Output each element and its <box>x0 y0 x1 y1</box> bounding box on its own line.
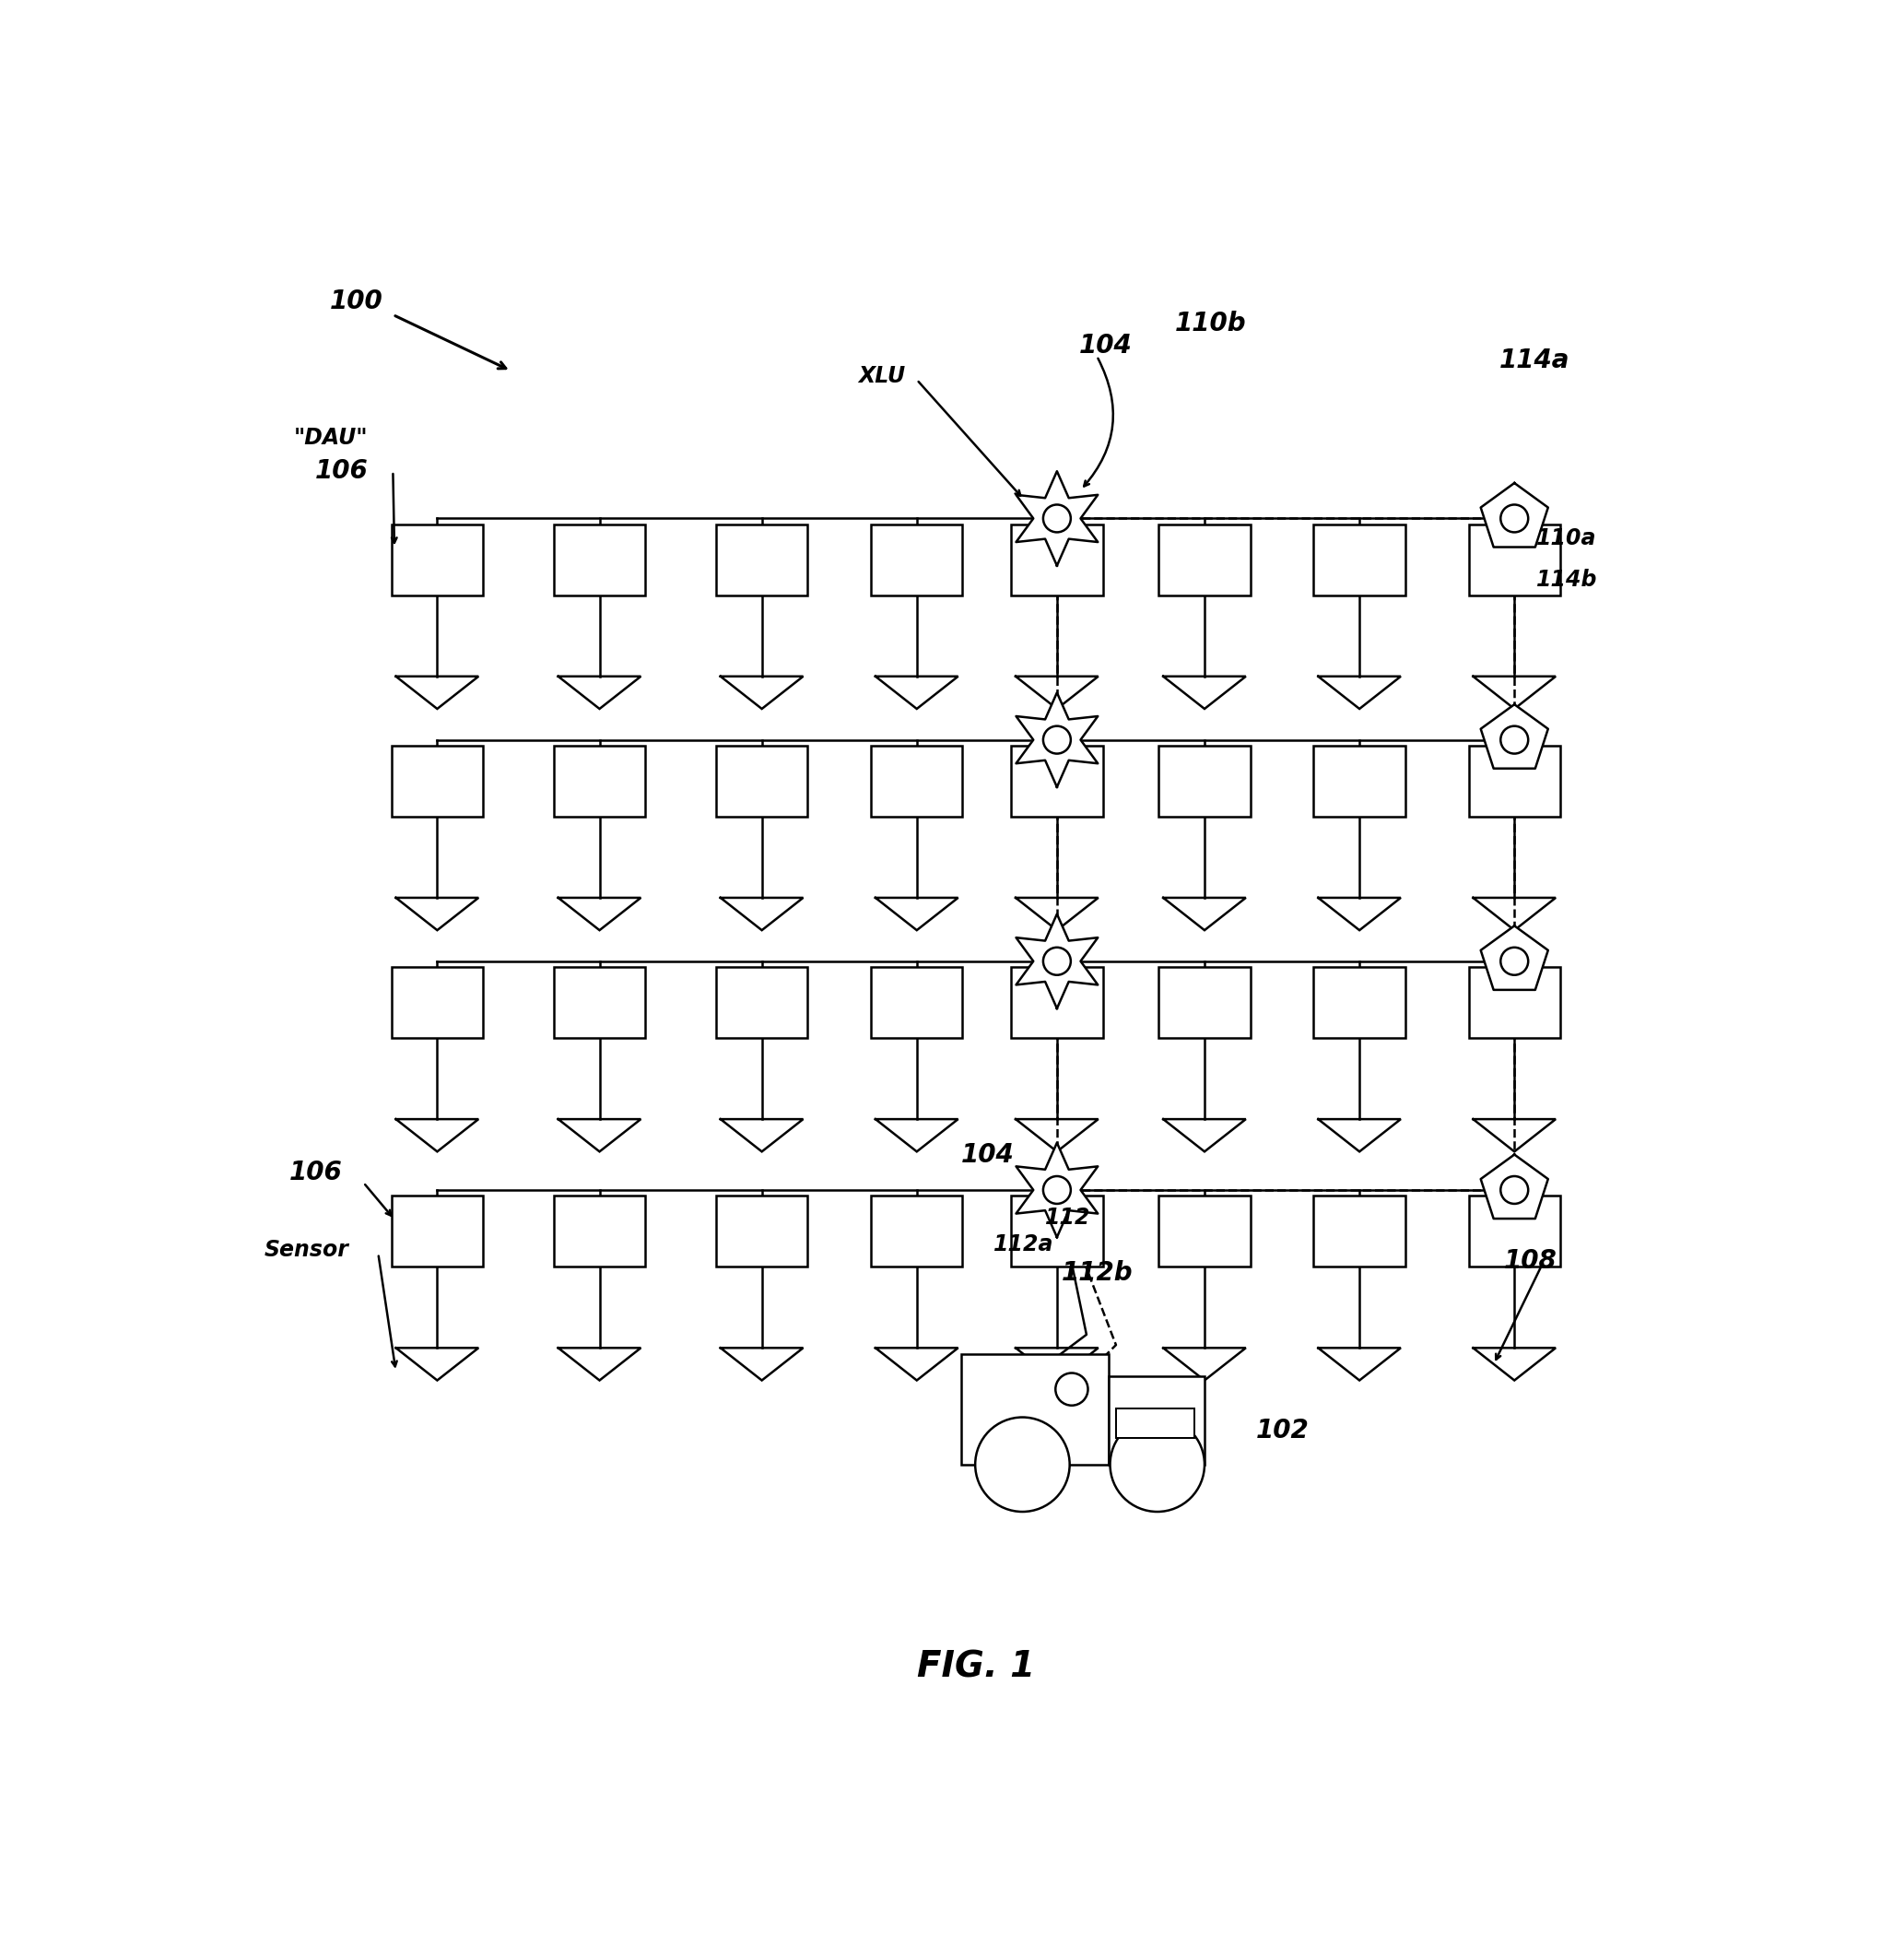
Bar <box>1314 524 1405 595</box>
Bar <box>1468 745 1559 816</box>
Circle shape <box>1043 726 1070 753</box>
Circle shape <box>1500 947 1529 974</box>
Text: 110b: 110b <box>1175 311 1247 336</box>
Bar <box>392 524 484 595</box>
Bar <box>554 745 645 816</box>
Bar <box>392 966 484 1039</box>
Bar <box>962 1354 1108 1465</box>
Text: 108: 108 <box>1504 1248 1557 1273</box>
Circle shape <box>1500 726 1529 753</box>
Bar <box>716 966 807 1039</box>
Polygon shape <box>1481 925 1548 990</box>
Bar <box>1160 524 1251 595</box>
Bar <box>870 1195 963 1267</box>
Text: 100: 100 <box>329 289 383 315</box>
Bar <box>1468 966 1559 1039</box>
Bar <box>1108 1375 1205 1465</box>
Circle shape <box>1043 1176 1070 1203</box>
Text: 104: 104 <box>1080 333 1133 358</box>
Circle shape <box>975 1418 1070 1512</box>
Polygon shape <box>1017 1142 1099 1238</box>
Bar <box>870 966 963 1039</box>
Polygon shape <box>1017 692 1099 786</box>
Circle shape <box>1500 505 1529 532</box>
Bar <box>1314 966 1405 1039</box>
Bar <box>1314 1195 1405 1267</box>
Text: "DAU": "DAU" <box>293 426 367 450</box>
Bar <box>554 524 645 595</box>
Polygon shape <box>1481 483 1548 548</box>
Polygon shape <box>1481 704 1548 769</box>
Bar <box>870 524 963 595</box>
Text: Sensor: Sensor <box>265 1238 348 1262</box>
Text: 112a: 112a <box>994 1232 1055 1256</box>
Circle shape <box>1043 505 1070 532</box>
Bar <box>716 745 807 816</box>
Text: 102: 102 <box>1257 1418 1310 1444</box>
Bar <box>1160 966 1251 1039</box>
Bar <box>870 745 963 816</box>
Bar <box>1011 1195 1102 1267</box>
Text: 106: 106 <box>314 458 367 485</box>
Bar <box>1468 1195 1559 1267</box>
Bar <box>716 1195 807 1267</box>
Bar <box>554 1195 645 1267</box>
Text: FIG. 1: FIG. 1 <box>916 1649 1036 1684</box>
Bar <box>1116 1408 1194 1438</box>
Bar <box>1160 745 1251 816</box>
Bar <box>1314 745 1405 816</box>
Polygon shape <box>1017 913 1099 1009</box>
Bar <box>554 966 645 1039</box>
Bar <box>1011 745 1102 816</box>
Text: 110a: 110a <box>1537 528 1597 550</box>
Bar <box>392 745 484 816</box>
Circle shape <box>1055 1373 1087 1406</box>
Bar <box>1160 1195 1251 1267</box>
Circle shape <box>1500 1176 1529 1203</box>
Text: 112b: 112b <box>1061 1260 1133 1285</box>
Text: 104: 104 <box>962 1142 1015 1168</box>
Bar <box>1468 524 1559 595</box>
Polygon shape <box>1481 1154 1548 1219</box>
Text: 112: 112 <box>1045 1207 1091 1228</box>
Circle shape <box>1110 1418 1205 1512</box>
Text: 114b: 114b <box>1537 569 1597 591</box>
Bar <box>716 524 807 595</box>
Text: 106: 106 <box>289 1160 343 1185</box>
Bar <box>1011 524 1102 595</box>
Polygon shape <box>1017 471 1099 565</box>
Text: XLU: XLU <box>859 366 904 387</box>
Text: 114a: 114a <box>1500 348 1571 374</box>
Bar <box>392 1195 484 1267</box>
Bar <box>1011 966 1102 1039</box>
Circle shape <box>1043 947 1070 974</box>
